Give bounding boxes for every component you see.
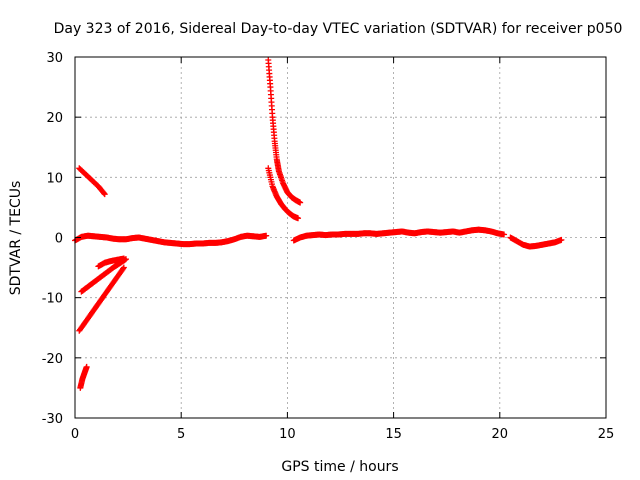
x-tick-label: 15 (385, 427, 402, 442)
tick-labels: 0 5 10 15 20 25 -30 -20 -10 0 10 20 30 (42, 51, 615, 442)
data-point (501, 231, 508, 238)
data-point (100, 190, 107, 197)
y-tick-label: -10 (42, 292, 63, 307)
series-arc-a (78, 256, 129, 295)
grid-lines (75, 57, 606, 418)
series-spike-b (265, 165, 302, 222)
y-tick-label: -30 (42, 412, 63, 427)
x-axis-label: GPS time / hours (281, 459, 398, 475)
axes (74, 56, 607, 419)
x-tick-label: 0 (71, 427, 79, 442)
data-point (297, 199, 304, 206)
chart-title: Day 323 of 2016, Sidereal Day-to-day VTE… (54, 21, 623, 37)
y-tick-label: -20 (42, 352, 63, 367)
data-point (83, 363, 90, 370)
data-point (558, 236, 565, 243)
x-tick-label: 5 (177, 427, 185, 442)
y-tick-label: 0 (55, 232, 63, 247)
y-axis-label: SDTVAR / TECUs (8, 181, 24, 296)
series-arc-c (76, 165, 108, 198)
series-arc-d (77, 363, 90, 391)
series-arc-e (95, 255, 127, 270)
series-baseline-early (72, 232, 270, 248)
data-point (120, 264, 127, 271)
y-tick-label: 20 (46, 111, 63, 126)
data-point (101, 191, 108, 198)
data-point (295, 215, 302, 222)
data-point (263, 232, 270, 239)
x-tick-label: 10 (279, 427, 296, 442)
data-point (120, 265, 127, 272)
data-points (72, 57, 565, 391)
series-arc-b (76, 264, 127, 334)
series-spike-a (265, 57, 304, 206)
x-tick-label: 25 (598, 427, 615, 442)
y-tick-label: 10 (46, 171, 63, 186)
y-tick-label: 30 (46, 51, 63, 66)
x-tick-label: 20 (492, 427, 509, 442)
data-point (120, 255, 127, 262)
series-baseline-late (290, 226, 508, 244)
series-baseline-end (507, 234, 565, 250)
